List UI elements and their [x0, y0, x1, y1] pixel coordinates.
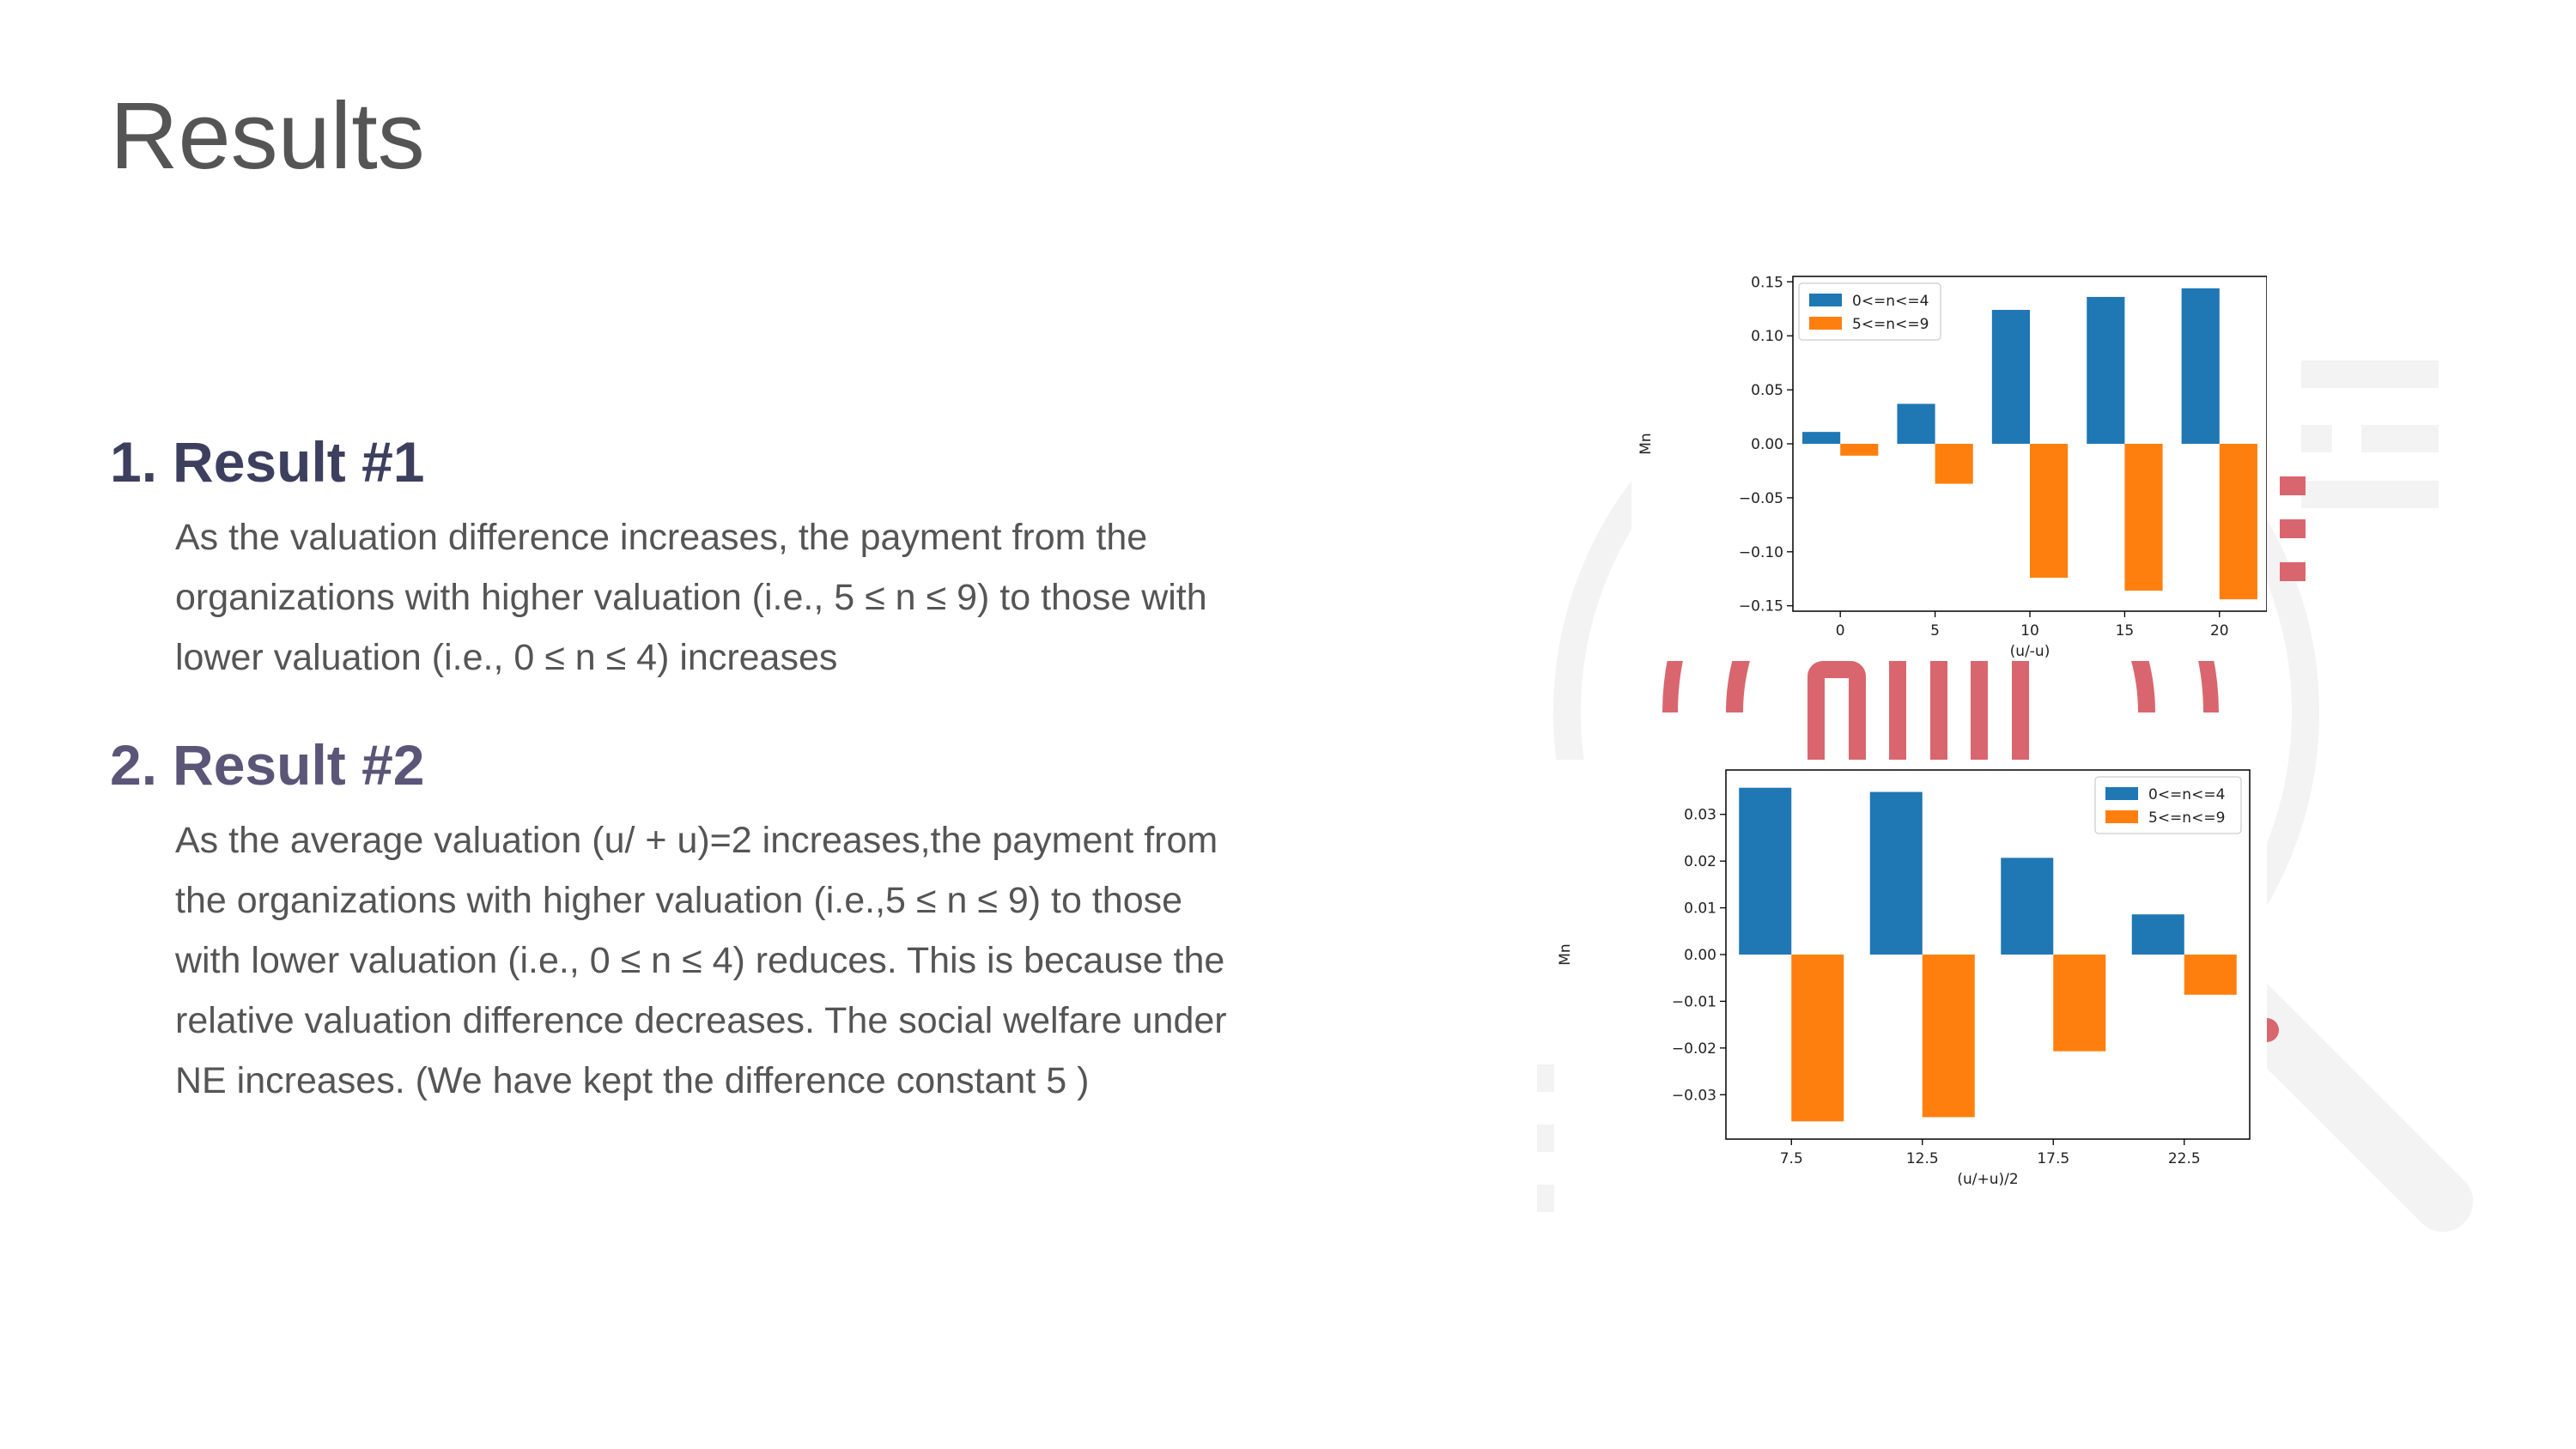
chart1-ytick-label: 0.00 [1751, 436, 1783, 453]
chart2-ytick-label: 0.02 [1684, 853, 1716, 870]
chart2-legend-swatch-2 [2105, 810, 2138, 823]
chart2-ytick-label: 0.00 [1684, 947, 1716, 964]
chart1-xtick-label: 20 [2210, 622, 2229, 640]
chart2-bar-series2-17.5 [2053, 955, 2106, 1052]
chart1-ytick-label: 0.10 [1751, 328, 1783, 345]
result-2-heading: 2. Result #2 [110, 737, 1252, 793]
chart2-bar-series1-17.5 [2001, 858, 2054, 955]
slide-title: Results [110, 83, 425, 189]
chart1-ylabel: Mn [1637, 433, 1655, 454]
chart1-ytick-label: 0.15 [1751, 274, 1783, 291]
chart1-bar-series1-10 [1991, 310, 2030, 444]
chart1-xtick-label: 15 [2116, 622, 2135, 640]
result-1-title: Result #1 [173, 430, 425, 494]
chart2-bar-series1-12.5 [1869, 791, 1923, 955]
chart2-xtick-label: 12.5 [1906, 1150, 1939, 1167]
chart-2-svg: 0.03 0.02 0.01 0.00 −0.01 −0.02 −0.03 7.5 12.5 17… [1557, 769, 2251, 1188]
chart2-ylabel: Mn [1557, 943, 1574, 965]
chart2-xlabel: (u/+u)/2 [1957, 1171, 2018, 1188]
chart1-xtick-label: 10 [2020, 622, 2039, 640]
chart1-legend-swatch-1 [1809, 294, 1842, 306]
chart1-xtick-label: 0 [1836, 622, 1845, 640]
chart2-xtick-label: 17.5 [2037, 1150, 2069, 1167]
chart2-ytick-label: −0.01 [1672, 993, 1716, 1010]
chart-valuation-difference: 0.15 0.10 0.05 0.00 −0.05 −0.10 −0.15 0 5 10 15 20 (… [1631, 266, 2267, 661]
chart1-legend-swatch-2 [1809, 317, 1842, 330]
chart2-legend-label-1: 0<=n<=4 [2148, 786, 2225, 803]
result-2-title: Result #2 [173, 733, 425, 797]
chart2-ytick-label: 0.01 [1684, 900, 1716, 918]
chart1-bar-series2-20 [2219, 444, 2257, 600]
result-2-section: 2. Result #2 As the average valuation (u/… [110, 737, 1252, 1111]
chart1-bar-series2-10 [2030, 444, 2069, 578]
chart-1-svg: 0.15 0.10 0.05 0.00 −0.05 −0.10 −0.15 0 5 10 15 20 (… [1637, 274, 2267, 660]
chart1-ytick-label: −0.10 [1739, 544, 1783, 561]
chart2-bar-series2-12.5 [1922, 955, 1975, 1118]
chart1-ytick-label: 0.05 [1751, 382, 1783, 399]
chart2-legend-swatch-1 [2105, 787, 2138, 800]
chart1-ytick-label: −0.15 [1739, 598, 1783, 615]
chart1-bar-series1-5 [1897, 403, 1935, 444]
chart2-bar-series1-22.5 [2131, 914, 2184, 955]
result-2-body: As the average valuation (u/ + u)=2 incr… [175, 820, 1227, 1101]
chart1-bar-series1-20 [2181, 288, 2220, 444]
chart1-bar-series2-5 [1935, 444, 1973, 484]
chart2-bar-series2-7.5 [1791, 955, 1844, 1122]
chart1-bar-series1-0 [1802, 432, 1841, 444]
chart1-legend-label-1: 0<=n<=4 [1852, 293, 1929, 310]
chart2-bar-series2-22.5 [2184, 955, 2237, 995]
chart1-bar-series2-15 [2124, 444, 2163, 591]
chart1-bar-series1-15 [2087, 296, 2125, 444]
chart1-legend-label-2: 5<=n<=9 [1852, 316, 1929, 333]
chart2-bar-series1-7.5 [1739, 787, 1792, 955]
chart2-ytick-label: −0.02 [1672, 1040, 1716, 1058]
result-1-section: 1. Result #1 As the valuation difference … [110, 433, 1252, 688]
chart1-xlabel: (u/-u) [2010, 643, 2050, 660]
chart1-ytick-label: −0.05 [1739, 490, 1783, 507]
result-1-heading: 1. Result #1 [110, 433, 1252, 490]
chart-average-valuation: 0.03 0.02 0.01 0.00 −0.01 −0.02 −0.03 7.5 12.5 17… [1554, 760, 2267, 1215]
result-1-body: As the valuation difference increases, t… [175, 517, 1207, 678]
chart2-ytick-label: 0.03 [1684, 807, 1716, 824]
chart2-xtick-label: 7.5 [1780, 1150, 1803, 1167]
chart2-ytick-label: −0.03 [1672, 1087, 1716, 1104]
chart2-xtick-label: 22.5 [2168, 1150, 2201, 1167]
chart1-xtick-label: 5 [1930, 622, 1940, 640]
chart1-bar-series2-0 [1840, 444, 1879, 456]
result-1-number: 1. [110, 430, 158, 494]
result-2-number: 2. [110, 733, 158, 797]
chart2-legend-label-2: 5<=n<=9 [2148, 809, 2225, 827]
